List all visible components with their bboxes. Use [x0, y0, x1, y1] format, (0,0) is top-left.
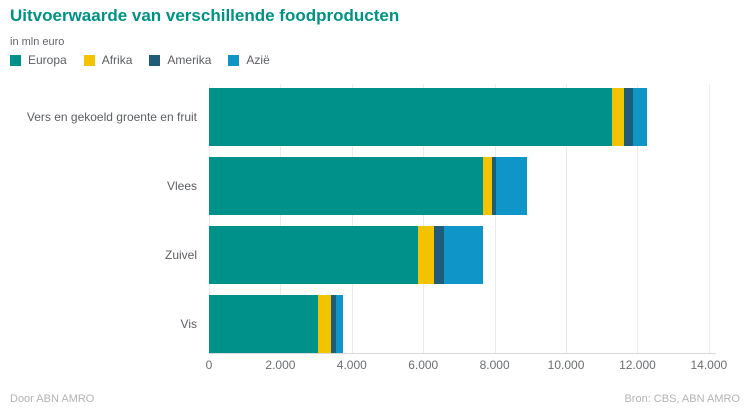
category-label: Vlees — [166, 179, 197, 193]
legend-label-amerika: Amerika — [167, 53, 212, 67]
x-tick-label: 0 — [205, 358, 213, 372]
gridline — [209, 84, 210, 353]
bar-segment-europa[interactable] — [209, 295, 319, 353]
legend-swatch-amerika-icon — [149, 54, 161, 66]
legend-item-azie[interactable]: Azië — [228, 53, 270, 67]
gridline — [280, 84, 282, 353]
bar-row — [209, 157, 716, 215]
gridline — [351, 84, 353, 353]
bar-segment-azië[interactable] — [633, 88, 648, 146]
bar-segment-amerika[interactable] — [492, 157, 497, 215]
bar-segment-azië[interactable] — [496, 157, 527, 215]
bar-segment-afrika[interactable] — [612, 88, 624, 146]
x-tick-label: 12.000 — [619, 358, 656, 372]
x-tick-label: 14.000 — [690, 358, 728, 372]
legend-swatch-azie-icon — [228, 54, 240, 66]
bar-segment-afrika[interactable] — [418, 226, 435, 284]
legend-label-europa: Europa — [28, 53, 67, 67]
plot-area — [209, 84, 716, 354]
legend-swatch-europa-icon — [10, 54, 21, 66]
x-tick-label: 4.000 — [336, 358, 367, 372]
x-tick-label: 2.000 — [265, 358, 296, 372]
bar-segment-amerika[interactable] — [623, 88, 634, 146]
legend-label-azie: Azië — [246, 53, 270, 67]
gridline — [637, 84, 639, 353]
bar-segment-afrika[interactable] — [318, 295, 332, 353]
x-axis-ticks: 0 2.000 4.000 6.000 8.000 10.000 12.000 14.000 — [205, 358, 728, 374]
bar-segment-azië[interactable] — [444, 226, 484, 284]
legend-swatch-afrika-icon — [83, 54, 95, 66]
legend: Europa Afrika Amerika Azië — [10, 53, 270, 67]
bar-row — [209, 226, 716, 284]
category-label: Zuivel — [164, 248, 197, 262]
legend-label-afrika: Afrika — [101, 53, 133, 67]
gridline — [708, 84, 710, 353]
category-label: Vers en gekoeld groente en fruit — [26, 110, 197, 124]
bar-segment-europa[interactable] — [209, 157, 484, 215]
gridline — [494, 84, 496, 353]
bar-segment-europa[interactable] — [209, 226, 419, 284]
footer-author: Door ABN AMRO — [10, 393, 95, 405]
bar-segment-afrika[interactable] — [483, 157, 493, 215]
page-title: Uitvoerwaarde van verschillende foodprod… — [10, 6, 400, 25]
legend-item-amerika[interactable]: Amerika — [149, 53, 211, 67]
bar-segment-europa[interactable] — [209, 88, 613, 146]
bar-row — [209, 88, 716, 146]
bar-segment-azië[interactable] — [336, 295, 344, 353]
chart-unit-subtitle: in mln euro — [10, 36, 65, 48]
x-tick-label: 8.000 — [479, 358, 510, 372]
bar-segment-amerika[interactable] — [434, 226, 445, 284]
category-axis: Vers en gekoeld groente en fruit Vlees Zui… — [0, 84, 197, 353]
bar-segment-amerika[interactable] — [331, 295, 337, 353]
x-tick-label: 10.000 — [547, 358, 585, 372]
x-tick-label: 6.000 — [408, 358, 439, 372]
bar-row — [209, 295, 716, 353]
footer-source: Bron: CBS, ABN AMRO — [624, 393, 740, 405]
legend-item-afrika[interactable]: Afrika — [83, 53, 133, 67]
legend-item-europa[interactable]: Europa — [10, 53, 67, 67]
gridline — [566, 84, 568, 353]
category-label: Vis — [180, 317, 197, 331]
gridline — [423, 84, 425, 353]
